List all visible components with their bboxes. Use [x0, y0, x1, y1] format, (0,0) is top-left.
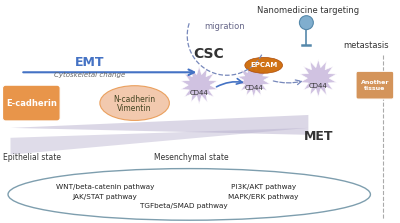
Text: CD44: CD44: [309, 83, 328, 89]
Text: Mesenchymal state: Mesenchymal state: [154, 153, 229, 162]
Text: EPCAM: EPCAM: [250, 62, 277, 68]
Ellipse shape: [245, 57, 282, 73]
FancyBboxPatch shape: [2, 85, 60, 121]
Text: EMT: EMT: [75, 56, 105, 69]
Text: CSC: CSC: [194, 47, 224, 61]
Text: Cytoskeletal change: Cytoskeletal change: [54, 72, 126, 78]
Text: N-cadherin: N-cadherin: [114, 95, 156, 104]
Ellipse shape: [8, 169, 370, 220]
Text: Another
tissue: Another tissue: [361, 80, 389, 91]
Text: CD44: CD44: [244, 85, 263, 91]
Text: Epithelial state: Epithelial state: [2, 153, 60, 162]
Polygon shape: [181, 66, 218, 104]
Text: migration: migration: [204, 22, 245, 31]
Circle shape: [300, 16, 313, 30]
Polygon shape: [10, 128, 308, 155]
Text: metastasis: metastasis: [343, 41, 389, 50]
Polygon shape: [10, 115, 308, 135]
Polygon shape: [237, 63, 270, 97]
Text: WNT/beta-catenin pathway: WNT/beta-catenin pathway: [56, 184, 154, 190]
Text: MET: MET: [304, 130, 333, 143]
Text: E-cadherin: E-cadherin: [6, 99, 57, 107]
Text: CD44: CD44: [190, 90, 208, 96]
Text: TGFbeta/SMAD pathway: TGFbeta/SMAD pathway: [140, 203, 228, 209]
Text: JAK/STAT pathway: JAK/STAT pathway: [72, 194, 137, 200]
FancyBboxPatch shape: [356, 71, 394, 99]
Text: MAPK/ERK pathway: MAPK/ERK pathway: [228, 194, 299, 200]
Text: Nanomedicine targeting: Nanomedicine targeting: [257, 6, 360, 15]
Text: PI3K/AKT pathway: PI3K/AKT pathway: [231, 184, 296, 190]
Polygon shape: [300, 59, 337, 97]
Text: Vimentin: Vimentin: [117, 103, 152, 113]
Ellipse shape: [100, 86, 169, 120]
